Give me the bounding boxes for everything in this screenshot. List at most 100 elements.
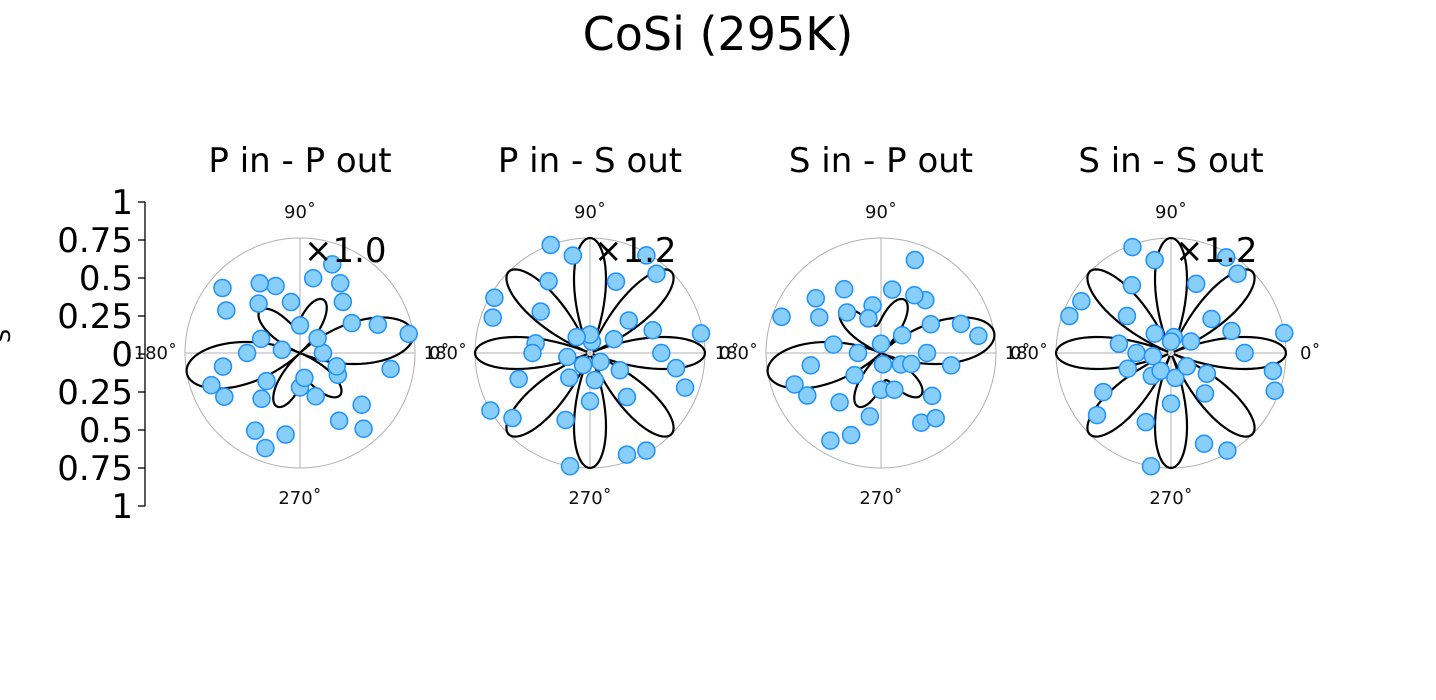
data-point (1122, 276, 1142, 295)
data-point (381, 359, 400, 379)
data-point (1141, 457, 1161, 476)
data-point (1181, 332, 1201, 351)
data-point (1235, 343, 1254, 363)
data-point (1072, 292, 1091, 311)
data-point (327, 357, 346, 376)
data-point (637, 246, 656, 265)
data-point (922, 386, 942, 406)
data-point (1228, 264, 1247, 283)
data-point (1117, 306, 1137, 326)
polar-panels: P in - P out 0˚ 90˚ 180˚ 270˚ ×1.0 P in - S ou… (134, 141, 1321, 509)
data-point (585, 370, 605, 390)
data-point (1136, 412, 1156, 432)
data-point (1118, 359, 1138, 378)
data-point (617, 387, 637, 407)
data-point (250, 274, 269, 293)
figure-title: CoSi (295K) (583, 7, 854, 61)
angle-tick-label: 0˚ (1010, 343, 1030, 364)
data-point (1186, 274, 1206, 294)
panel-title: P in - S out (498, 141, 682, 181)
data-point (617, 445, 637, 464)
data-point (885, 380, 904, 399)
data-point (257, 371, 276, 391)
data-point (503, 408, 522, 428)
data-point (1166, 368, 1185, 388)
data-point (580, 392, 600, 411)
data-point (481, 401, 500, 420)
data-point (1161, 394, 1181, 413)
radial-scale-tick-label: 0.75 (57, 221, 133, 261)
polar-panel-1: P in - P out 0˚ 90˚ 180˚ 270˚ ×1.0 (134, 141, 450, 509)
scale-annotation: ×1.0 (304, 231, 387, 271)
data-point (1202, 309, 1221, 329)
data-point (485, 288, 504, 308)
data-point (652, 343, 671, 363)
data-point (772, 307, 791, 327)
data-point (1143, 346, 1163, 366)
angle-tick-label: 90˚ (574, 202, 606, 223)
fit-curve (1054, 236, 1288, 470)
data-point (399, 324, 418, 344)
data-point (905, 250, 925, 270)
data-point (249, 294, 268, 313)
angle-tick-label: 0˚ (1300, 343, 1320, 364)
data-point (560, 457, 580, 476)
radial-scale-tick-label: 0.75 (57, 449, 133, 489)
data-point (567, 327, 586, 347)
data-point (266, 276, 285, 296)
data-point (272, 340, 292, 360)
angle-tick-label: 180˚ (1005, 343, 1048, 364)
data-point (675, 378, 695, 397)
polar-panel-2: P in - S out 0˚ 90˚ 180˚ 270˚ ×1.2 (424, 141, 740, 509)
angle-tick-label: 0˚ (719, 343, 739, 364)
angle-tick-label: 270˚ (278, 488, 321, 509)
data-point (841, 425, 861, 445)
data-point (308, 328, 327, 348)
y-axis-label: S (0, 329, 16, 343)
radial-scale-tick-label: 0.5 (79, 259, 133, 299)
data-point (917, 343, 937, 363)
data-point (1222, 321, 1241, 341)
data-point (1177, 357, 1197, 376)
scale-annotation: ×1.2 (594, 231, 677, 271)
data-point (1060, 306, 1079, 326)
radial-scale-tick-label: 0.25 (57, 297, 133, 337)
data-point (666, 358, 686, 378)
data-point (969, 326, 988, 346)
data-point (637, 441, 656, 460)
data-point (1216, 248, 1236, 267)
data-point (1123, 237, 1142, 257)
data-point (926, 408, 945, 428)
data-point (531, 302, 550, 321)
radial-scale-tick-label: 1 (111, 487, 133, 527)
data-point (217, 301, 236, 320)
data-point (643, 320, 662, 340)
data-point (810, 308, 829, 327)
data-point (323, 255, 342, 274)
data-point (647, 264, 666, 283)
data-point (801, 356, 821, 375)
data-point (237, 343, 257, 363)
data-point (1151, 361, 1170, 381)
angle-tick-label: 90˚ (865, 202, 897, 223)
data-point (902, 354, 921, 374)
data-point (860, 407, 880, 426)
data-point (606, 272, 626, 291)
data-point (905, 285, 924, 305)
data-point (368, 315, 388, 334)
data-point (892, 326, 912, 345)
data-point (215, 387, 234, 406)
data-point (1265, 381, 1284, 401)
data-point (921, 315, 941, 334)
data-point (834, 280, 854, 299)
data-point (352, 395, 371, 414)
data-point (483, 308, 502, 327)
data-point (1194, 434, 1214, 454)
data-point (691, 324, 711, 343)
angle-tick-label: 270˚ (1149, 488, 1192, 509)
data-point (303, 269, 323, 288)
angle-tick-label: 90˚ (1155, 202, 1187, 223)
angle-tick-label: 180˚ (134, 343, 177, 364)
data-point (798, 386, 817, 405)
data-point (354, 419, 373, 439)
